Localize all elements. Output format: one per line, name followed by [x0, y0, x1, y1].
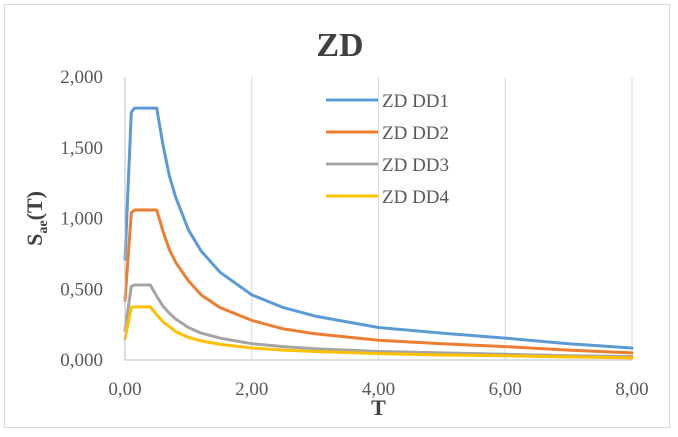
- y-axis-title-main: S: [22, 234, 47, 246]
- grid-layer: [251, 77, 633, 360]
- y-axis-title-tail: (T): [22, 191, 47, 220]
- y-tick-label: 1,000: [60, 209, 103, 230]
- legend: ZD DD1 ZD DD2 ZD DD3 ZD DD4: [326, 91, 450, 208]
- y-tick-label: 1,500: [60, 138, 103, 159]
- series-line: [123, 283, 634, 358]
- y-axis-title: Sae(T): [22, 191, 51, 246]
- x-tick-label: 2,00: [235, 379, 268, 400]
- y-tick-label: 0,500: [60, 279, 103, 300]
- x-tick-label: 0,00: [108, 379, 141, 400]
- x-axis-title: T: [371, 395, 386, 420]
- y-tick-label: 2,000: [60, 67, 103, 88]
- legend-label: ZD DD4: [382, 187, 450, 208]
- series-layer: [123, 106, 634, 360]
- series-line: [123, 106, 634, 350]
- legend-label: ZD DD2: [382, 123, 449, 144]
- x-tick-label: 6,00: [489, 379, 522, 400]
- legend-label: ZD DD3: [382, 155, 449, 176]
- series-line: [123, 208, 634, 355]
- y-tick-label: 0,000: [60, 350, 103, 371]
- series-line: [123, 305, 634, 360]
- y-axis-title-sub: ae: [36, 220, 51, 233]
- x-tick-label: 8,00: [615, 379, 648, 400]
- x-tick-label: 4,00: [362, 379, 395, 400]
- axis-layer: 0,00 2,00 4,00 6,00 8,00 0,000 0,500 1,000 1,500…: [60, 67, 648, 400]
- chart-title: ZD: [316, 27, 363, 64]
- legend-label: ZD DD1: [382, 91, 449, 112]
